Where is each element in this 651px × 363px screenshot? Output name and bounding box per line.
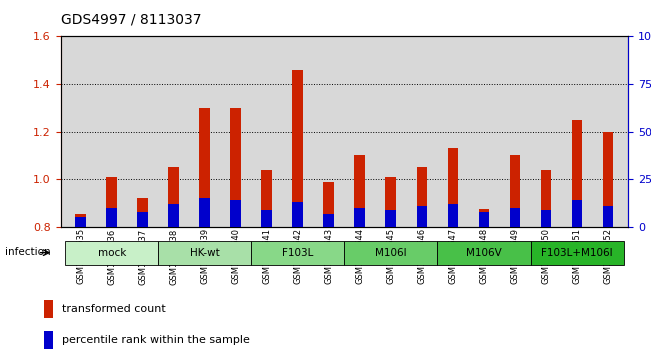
FancyBboxPatch shape xyxy=(65,241,158,265)
Bar xyxy=(169,204,179,227)
Bar xyxy=(137,212,148,227)
Bar xyxy=(447,148,458,227)
Bar xyxy=(230,108,242,227)
Bar xyxy=(354,155,365,227)
Text: M106I: M106I xyxy=(375,248,407,258)
FancyBboxPatch shape xyxy=(344,241,437,265)
Bar xyxy=(603,131,613,227)
Text: percentile rank within the sample: percentile rank within the sample xyxy=(62,335,250,345)
FancyBboxPatch shape xyxy=(437,241,531,265)
Bar xyxy=(76,217,86,227)
Bar xyxy=(44,299,53,318)
Text: GDS4997 / 8113037: GDS4997 / 8113037 xyxy=(61,13,201,27)
Text: F103L: F103L xyxy=(282,248,314,258)
FancyBboxPatch shape xyxy=(158,241,251,265)
Bar xyxy=(106,208,117,227)
Text: F103L+M106I: F103L+M106I xyxy=(541,248,613,258)
Text: HK-wt: HK-wt xyxy=(190,248,219,258)
Text: infection: infection xyxy=(5,247,51,257)
Bar xyxy=(262,210,272,227)
Bar xyxy=(354,208,365,227)
Bar xyxy=(262,170,272,227)
Bar xyxy=(324,182,335,227)
Bar xyxy=(510,208,520,227)
Text: transformed count: transformed count xyxy=(62,304,166,314)
Bar xyxy=(292,70,303,227)
Bar xyxy=(76,214,86,227)
Bar xyxy=(137,198,148,227)
Bar xyxy=(572,120,583,227)
Text: mock: mock xyxy=(98,248,126,258)
Bar xyxy=(540,170,551,227)
Text: M106V: M106V xyxy=(466,248,502,258)
Bar xyxy=(603,206,613,227)
Bar xyxy=(417,206,427,227)
Bar xyxy=(510,155,520,227)
Bar xyxy=(230,200,242,227)
Bar xyxy=(44,331,53,349)
Bar xyxy=(324,213,335,227)
Bar xyxy=(572,200,583,227)
Bar xyxy=(292,202,303,227)
Bar xyxy=(385,210,396,227)
Bar xyxy=(540,210,551,227)
Bar xyxy=(169,167,179,227)
Bar xyxy=(106,177,117,227)
FancyBboxPatch shape xyxy=(531,241,624,265)
FancyBboxPatch shape xyxy=(251,241,344,265)
Bar xyxy=(447,204,458,227)
Bar xyxy=(478,209,490,227)
Bar xyxy=(417,167,427,227)
Bar xyxy=(199,198,210,227)
Bar xyxy=(478,212,490,227)
Bar xyxy=(385,177,396,227)
Bar xyxy=(199,108,210,227)
